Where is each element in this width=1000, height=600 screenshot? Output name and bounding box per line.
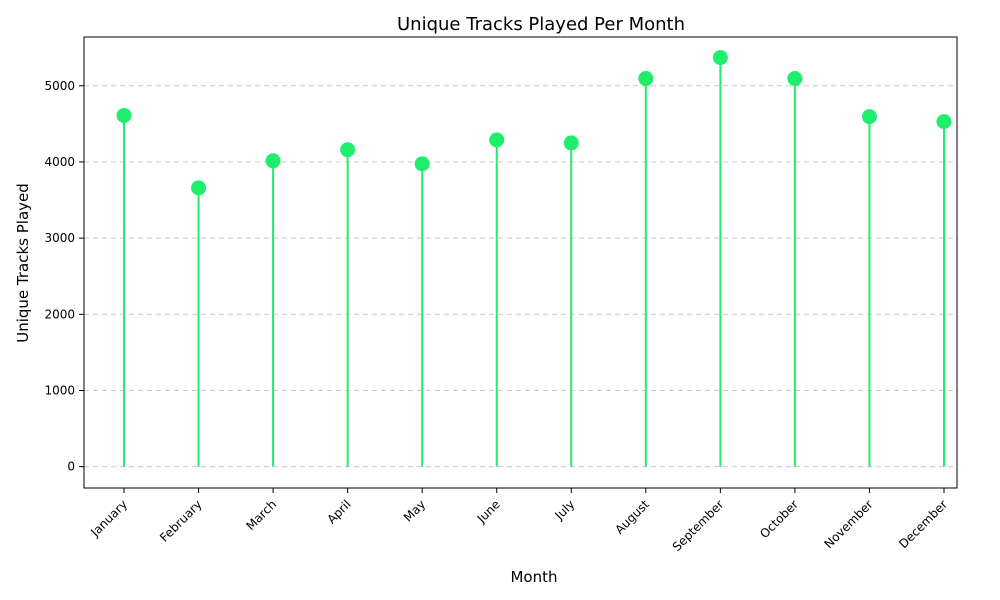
- marker-february: [191, 180, 207, 196]
- plot-frame: [83, 36, 958, 489]
- x-tick-label: August: [612, 497, 652, 537]
- marker-june: [489, 132, 505, 148]
- x-tick-label: April: [324, 497, 353, 526]
- y-tick-label: 1000: [44, 383, 75, 397]
- x-tick-label: May: [401, 497, 428, 524]
- x-axis-ticks: January February March April May June July Augu…: [87, 488, 950, 554]
- x-tick-label: June: [474, 497, 503, 526]
- marker-july: [563, 135, 579, 151]
- marker-december: [936, 114, 952, 130]
- y-tick-label: 0: [67, 460, 75, 474]
- marker-may: [414, 156, 430, 172]
- y-tick-label: 5000: [44, 79, 75, 93]
- x-tick-label: February: [157, 497, 205, 545]
- x-tick-label: July: [552, 497, 578, 523]
- x-tick-label: November: [822, 497, 876, 551]
- x-tick-label: December: [896, 497, 950, 551]
- y-tick-label: 3000: [44, 231, 75, 245]
- markers: [116, 50, 952, 196]
- marker-november: [861, 109, 877, 125]
- stems: [123, 57, 945, 467]
- chart-title: Unique Tracks Played Per Month: [397, 14, 685, 35]
- x-tick-label: March: [243, 497, 279, 533]
- marker-january: [116, 107, 132, 123]
- x-tick-label: September: [670, 497, 727, 554]
- x-tick-label: January: [87, 497, 130, 540]
- marker-april: [340, 142, 356, 158]
- y-axis-ticks: 0 1000 2000 3000 4000 5000: [44, 79, 84, 474]
- x-tick-label: October: [757, 497, 801, 541]
- x-axis-label: Month: [510, 568, 557, 586]
- y-tick-label: 4000: [44, 155, 75, 169]
- marker-september: [712, 50, 728, 66]
- marker-march: [265, 153, 281, 169]
- marker-october: [787, 71, 803, 87]
- gridlines: [84, 85, 957, 468]
- y-tick-label: 2000: [44, 307, 75, 321]
- marker-august: [638, 71, 654, 87]
- y-axis-label: Unique Tracks Played: [14, 183, 32, 343]
